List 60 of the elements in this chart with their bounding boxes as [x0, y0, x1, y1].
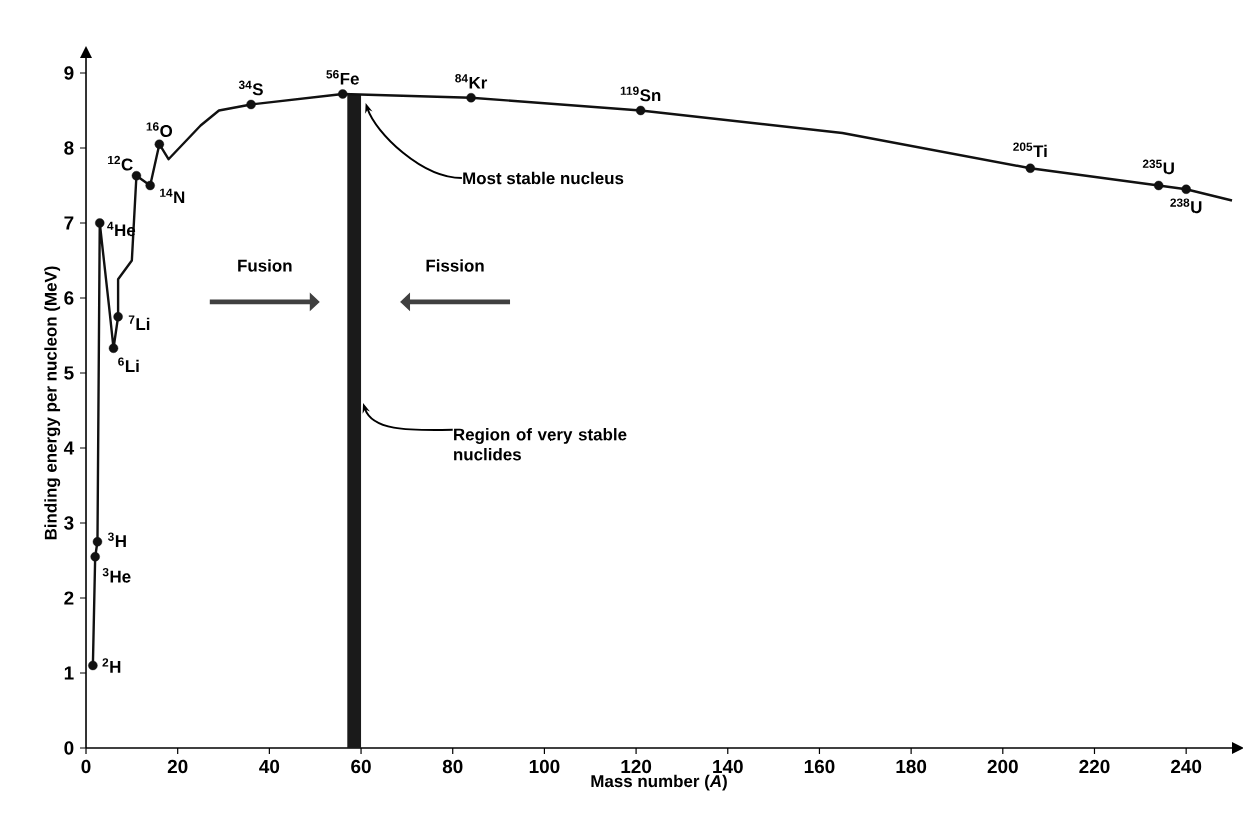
annotation: $^{205}$Ti	[1013, 142, 1047, 158]
point	[88, 660, 98, 671]
annotation: $^{16}$O	[146, 122, 173, 138]
point	[113, 312, 123, 322]
x-tick-label: 0	[81, 759, 91, 774]
annotation: $^{6}$Li	[118, 357, 139, 372]
y-tick-label: 8	[64, 141, 74, 155]
annotation: $^{84}$Kr	[455, 74, 488, 89]
annotation: Most stable nucleus	[463, 171, 624, 185]
annotation: $^{119}$Sn	[620, 86, 661, 102]
y-tick-label: 2	[64, 591, 74, 605]
annotation: $^{3}$He	[102, 567, 131, 583]
y-tick-label: 4	[63, 441, 75, 455]
x-tick-label: 180	[896, 759, 927, 774]
x-tick-label: 160	[804, 759, 835, 774]
x-tick-label: 240	[1171, 759, 1202, 774]
x-tick-label: 200	[987, 759, 1018, 774]
x-tick-label: 120	[621, 759, 652, 774]
annotation: $^{235}$U	[1142, 159, 1174, 175]
annotation: $^{3}$H	[107, 532, 126, 547]
x-tick-label: 100	[529, 759, 560, 774]
x-tick-label: 60	[351, 759, 371, 774]
y-tick-label: 0	[64, 741, 74, 755]
annotation: $^{7}$Li	[128, 315, 150, 330]
point	[92, 537, 103, 547]
point	[338, 89, 348, 99]
annotation: $^{2}$H	[102, 658, 121, 673]
annotation: $^{238}$U	[1170, 198, 1202, 214]
x-tick-label: 20	[167, 759, 188, 774]
x-tick-label: 220	[1079, 759, 1110, 774]
y-tick-label: 9	[64, 66, 74, 80]
point	[1025, 163, 1036, 173]
point	[246, 99, 256, 110]
x-axis-title: Mass number (A)	[591, 774, 727, 791]
point	[131, 171, 142, 181]
y-axis-title: Binding energy per nucleon (MeV)	[44, 266, 61, 540]
y-tick-label: 5	[64, 366, 74, 380]
y-tick-label: 3	[64, 516, 74, 530]
annotation: $^{12}$C	[108, 155, 133, 171]
point	[635, 105, 646, 116]
x-tick-label: 140	[713, 759, 743, 774]
point	[1181, 184, 1191, 194]
annotation: $^{14}$N	[160, 188, 185, 204]
point	[90, 552, 100, 562]
point	[95, 218, 105, 228]
y-tick-label: 1	[64, 666, 74, 680]
point	[145, 180, 155, 191]
point	[108, 343, 119, 353]
annotation: Fusion	[238, 259, 292, 272]
y-tick-label: 6	[64, 291, 74, 305]
x-tick-label: 40	[259, 759, 280, 774]
annotation: Fission	[426, 259, 484, 272]
y-tick-label: 7	[64, 216, 74, 230]
x-tick-label: 80	[442, 759, 463, 774]
band-label: Region of very stable nuclides	[454, 428, 627, 461]
point	[466, 93, 476, 103]
annotation: $^{34}$S	[238, 80, 263, 96]
point	[1153, 180, 1164, 191]
point	[154, 139, 165, 149]
annotation: $^{56}$Fe	[326, 70, 359, 85]
